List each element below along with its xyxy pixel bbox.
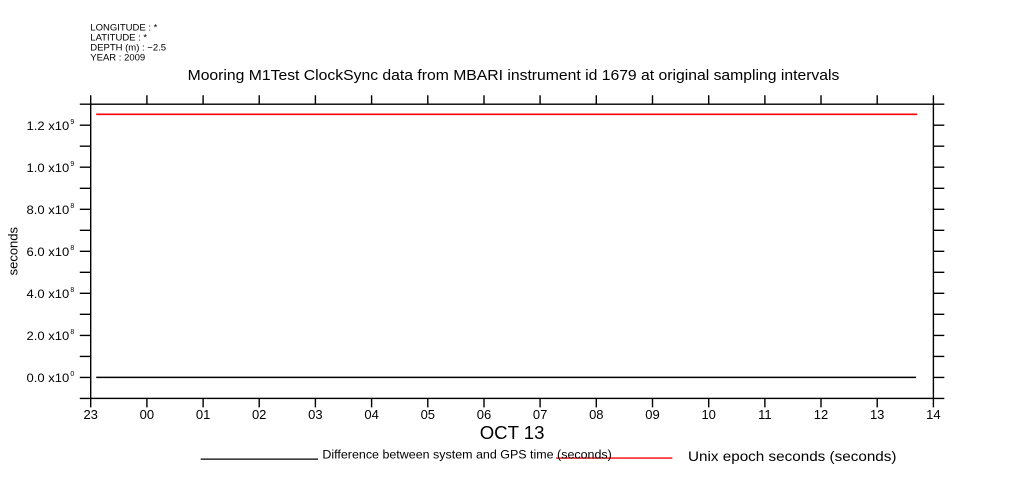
svg-text:06: 06: [477, 407, 491, 422]
svg-text:12: 12: [814, 407, 828, 422]
svg-text:14: 14: [926, 407, 940, 422]
svg-text:Difference between system and: Difference between system and GPS time (…: [322, 447, 611, 461]
svg-text:Unix epoch seconds (seconds): Unix epoch seconds (seconds): [688, 449, 897, 464]
svg-text:1.0 x109: 1.0 x109: [27, 161, 75, 175]
svg-text:1.2 x109: 1.2 x109: [27, 119, 75, 133]
svg-text:01: 01: [196, 407, 210, 422]
svg-text:00: 00: [140, 407, 154, 422]
svg-text:07: 07: [533, 407, 547, 422]
svg-text:09: 09: [645, 407, 659, 422]
svg-text:11: 11: [758, 407, 772, 422]
svg-text:13: 13: [870, 407, 884, 422]
svg-text:03: 03: [308, 407, 322, 422]
svg-text:23: 23: [83, 407, 97, 422]
svg-text:05: 05: [421, 407, 435, 422]
svg-text:Mooring M1Test ClockSync data: Mooring M1Test ClockSync data from MBARI…: [188, 67, 840, 84]
svg-text:seconds: seconds: [6, 226, 21, 275]
svg-text:04: 04: [364, 407, 378, 422]
svg-text:LATITUDE : *: LATITUDE : *: [90, 33, 147, 44]
svg-text:02: 02: [252, 407, 266, 422]
svg-text:10: 10: [701, 407, 715, 422]
svg-text:08: 08: [589, 407, 603, 422]
svg-text:0.0 x100: 0.0 x100: [27, 371, 75, 385]
svg-text:DEPTH (m) : −2.5: DEPTH (m) : −2.5: [90, 43, 166, 54]
svg-text:6.0 x108: 6.0 x108: [27, 245, 75, 259]
svg-text:2.0 x108: 2.0 x108: [27, 329, 75, 343]
svg-text:4.0 x108: 4.0 x108: [27, 287, 75, 301]
svg-text:LONGITUDE : *: LONGITUDE : *: [90, 23, 157, 34]
svg-text:8.0 x108: 8.0 x108: [27, 203, 75, 217]
svg-text:OCT 13: OCT 13: [480, 422, 545, 443]
svg-text:YEAR : 2009: YEAR : 2009: [90, 53, 145, 64]
